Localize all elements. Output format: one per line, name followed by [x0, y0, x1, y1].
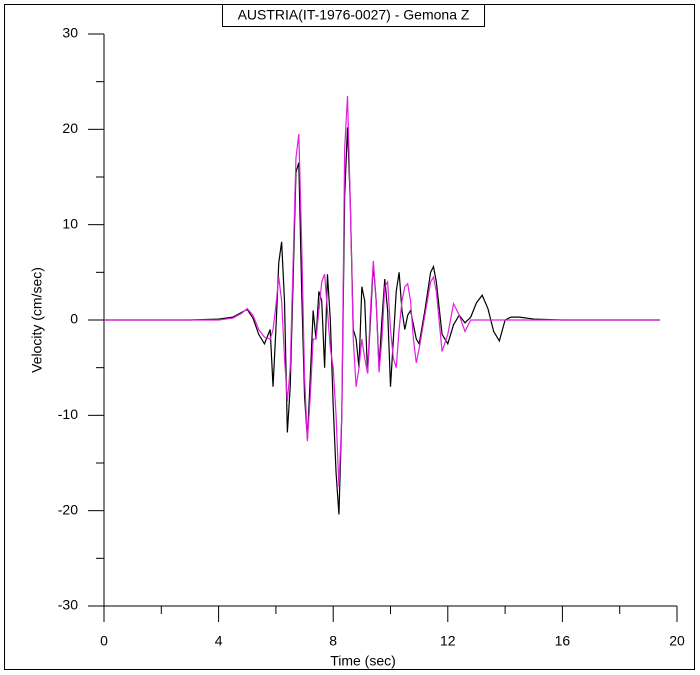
y-tick-label: -30	[58, 597, 78, 613]
x-tick-label: 12	[440, 633, 456, 649]
y-tick-label: -10	[58, 406, 78, 422]
y-tick-label: 10	[62, 215, 78, 231]
frame	[4, 4, 695, 670]
series-line	[104, 127, 660, 515]
x-axis-title: Time (sec)	[330, 653, 396, 669]
y-tick-label: 20	[62, 120, 78, 136]
y-axis-title: Velocity (cm/sec)	[29, 267, 45, 373]
series-line	[104, 95, 660, 487]
x-tick-label: 0	[100, 633, 108, 649]
chart-title: AUSTRIA(IT-1976-0027) - Gemona Z	[238, 7, 470, 23]
y-tick-label: 0	[70, 311, 78, 327]
x-tick-label: 4	[215, 633, 223, 649]
y-tick-label: -20	[58, 501, 78, 517]
x-tick-label: 16	[555, 633, 571, 649]
y-tick-label: 30	[62, 25, 78, 41]
x-tick-label: 8	[329, 633, 337, 649]
x-tick-label: 20	[669, 633, 685, 649]
title-box	[222, 4, 485, 27]
